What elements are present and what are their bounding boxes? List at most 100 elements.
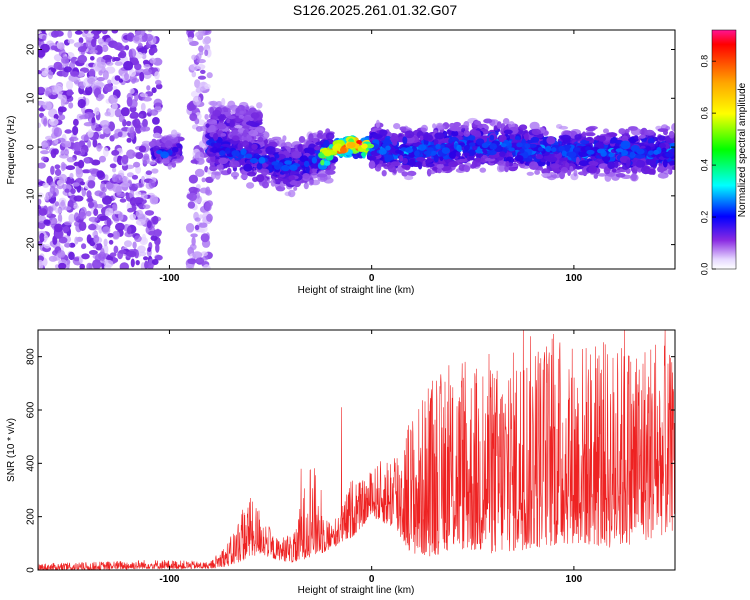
heatmap-cell [585, 146, 591, 152]
heatmap-cell [436, 167, 442, 174]
heatmap-cell [620, 140, 631, 150]
heatmap-cell [73, 195, 84, 202]
heatmap-cell [456, 144, 462, 152]
snr-y-ticks: 0 200 400 600 800 [26, 348, 675, 573]
heatmap-cell [670, 147, 675, 153]
heatmap-cell [141, 126, 151, 132]
heatmap-cell [463, 152, 470, 157]
heatmap-cell [54, 83, 63, 93]
heatmap-cell [584, 137, 593, 142]
heatmap-cell [505, 160, 510, 167]
heatmap-cell [455, 151, 461, 157]
heatmap-cell [129, 88, 135, 94]
x-tick-label: -100 [159, 574, 179, 585]
heatmap-cell [79, 263, 85, 269]
heatmap-cell [644, 129, 655, 136]
heatmap-cell [323, 139, 330, 148]
heatmap-cell [138, 251, 147, 257]
heatmap-cell [88, 250, 98, 255]
heatmap-cell [508, 147, 515, 152]
y-tick-label: 0 [26, 144, 37, 150]
heatmap-cell [96, 61, 107, 69]
heatmap-cell [614, 160, 619, 169]
heatmap-cell [53, 127, 63, 137]
heatmap-cell [626, 159, 631, 168]
heatmap-cell [137, 42, 143, 48]
heatmap-cell [91, 159, 101, 166]
heatmap-cell [49, 185, 56, 194]
heatmap-cell [356, 140, 362, 144]
heatmap-cell [524, 143, 531, 149]
heatmap-cell [672, 166, 675, 170]
heatmap-cell [96, 170, 105, 179]
heatmap-cell [567, 151, 577, 158]
heatmap-cell [226, 115, 236, 120]
heatmap-cell [204, 113, 209, 120]
heatmap-cell [256, 162, 263, 170]
heatmap-cell [528, 143, 537, 148]
heatmap-cell [475, 157, 481, 163]
heatmap-cell [289, 164, 298, 171]
heatmap-cell [243, 163, 253, 172]
heatmap-cell [58, 236, 68, 244]
heatmap-cell [111, 102, 118, 111]
heatmap-cell [206, 119, 218, 125]
heatmap-cell [107, 79, 112, 85]
heatmap-cell [113, 42, 123, 51]
heatmap-cell [401, 164, 411, 169]
heatmap-cell [190, 233, 198, 238]
heatmap-cell [97, 93, 105, 100]
heatmap-cell [436, 164, 444, 169]
heatmap-cell [104, 111, 111, 117]
heatmap-cell [194, 79, 201, 89]
heatmap-cell [204, 49, 209, 56]
heatmap-cell [111, 30, 119, 34]
heatmap-cell [144, 210, 155, 216]
heatmap-cell [647, 137, 655, 145]
heatmap-cell [578, 160, 589, 167]
heatmap-cell [75, 168, 84, 179]
snr-x-ticks: -100 0 100 [159, 330, 583, 585]
heatmap-cell [126, 226, 132, 235]
heatmap-cell [428, 169, 436, 175]
heatmap-cell [103, 259, 114, 268]
heatmap-cell [140, 262, 146, 269]
heatmap-cell [92, 259, 102, 269]
heatmap-cell [586, 149, 595, 155]
heatmap-cell [493, 125, 498, 131]
heatmap-cell [127, 250, 137, 258]
heatmap-cell [196, 58, 206, 64]
heatmap-cell [124, 72, 129, 80]
heatmap-cell [188, 186, 198, 193]
colorbar-tick-label: 0.2 [699, 211, 709, 224]
heatmap-cell [80, 134, 91, 141]
heatmap-cell [196, 64, 206, 70]
heatmap-cell [221, 97, 226, 107]
heatmap-cell [408, 160, 416, 165]
heatmap-cell [281, 164, 290, 172]
heatmap-cell [265, 146, 276, 155]
heatmap-cell [142, 118, 148, 128]
heatmap-cell [468, 149, 475, 157]
heatmap-cell [433, 153, 439, 163]
heatmap-cell [138, 145, 147, 153]
heatmap-cell [101, 30, 108, 35]
heatmap-cell [321, 148, 329, 155]
heatmap-cell [134, 51, 144, 59]
heatmap-cell [105, 181, 114, 190]
heatmap-cell [516, 142, 523, 148]
heatmap-cell [101, 186, 107, 193]
heatmap-cell [195, 258, 204, 263]
heatmap-cell [324, 169, 336, 175]
heatmap-cell [171, 146, 179, 153]
heatmap-cell [165, 140, 173, 149]
heatmap-cell [253, 149, 263, 154]
heatmap-cell [99, 134, 106, 139]
heatmap-cell [191, 71, 197, 78]
heatmap-cell [128, 48, 137, 58]
heatmap-cell [147, 30, 153, 33]
heatmap-cell [139, 93, 148, 98]
heatmap-cell [41, 142, 49, 148]
heatmap-cell [155, 242, 160, 253]
heatmap-cell [481, 142, 489, 149]
